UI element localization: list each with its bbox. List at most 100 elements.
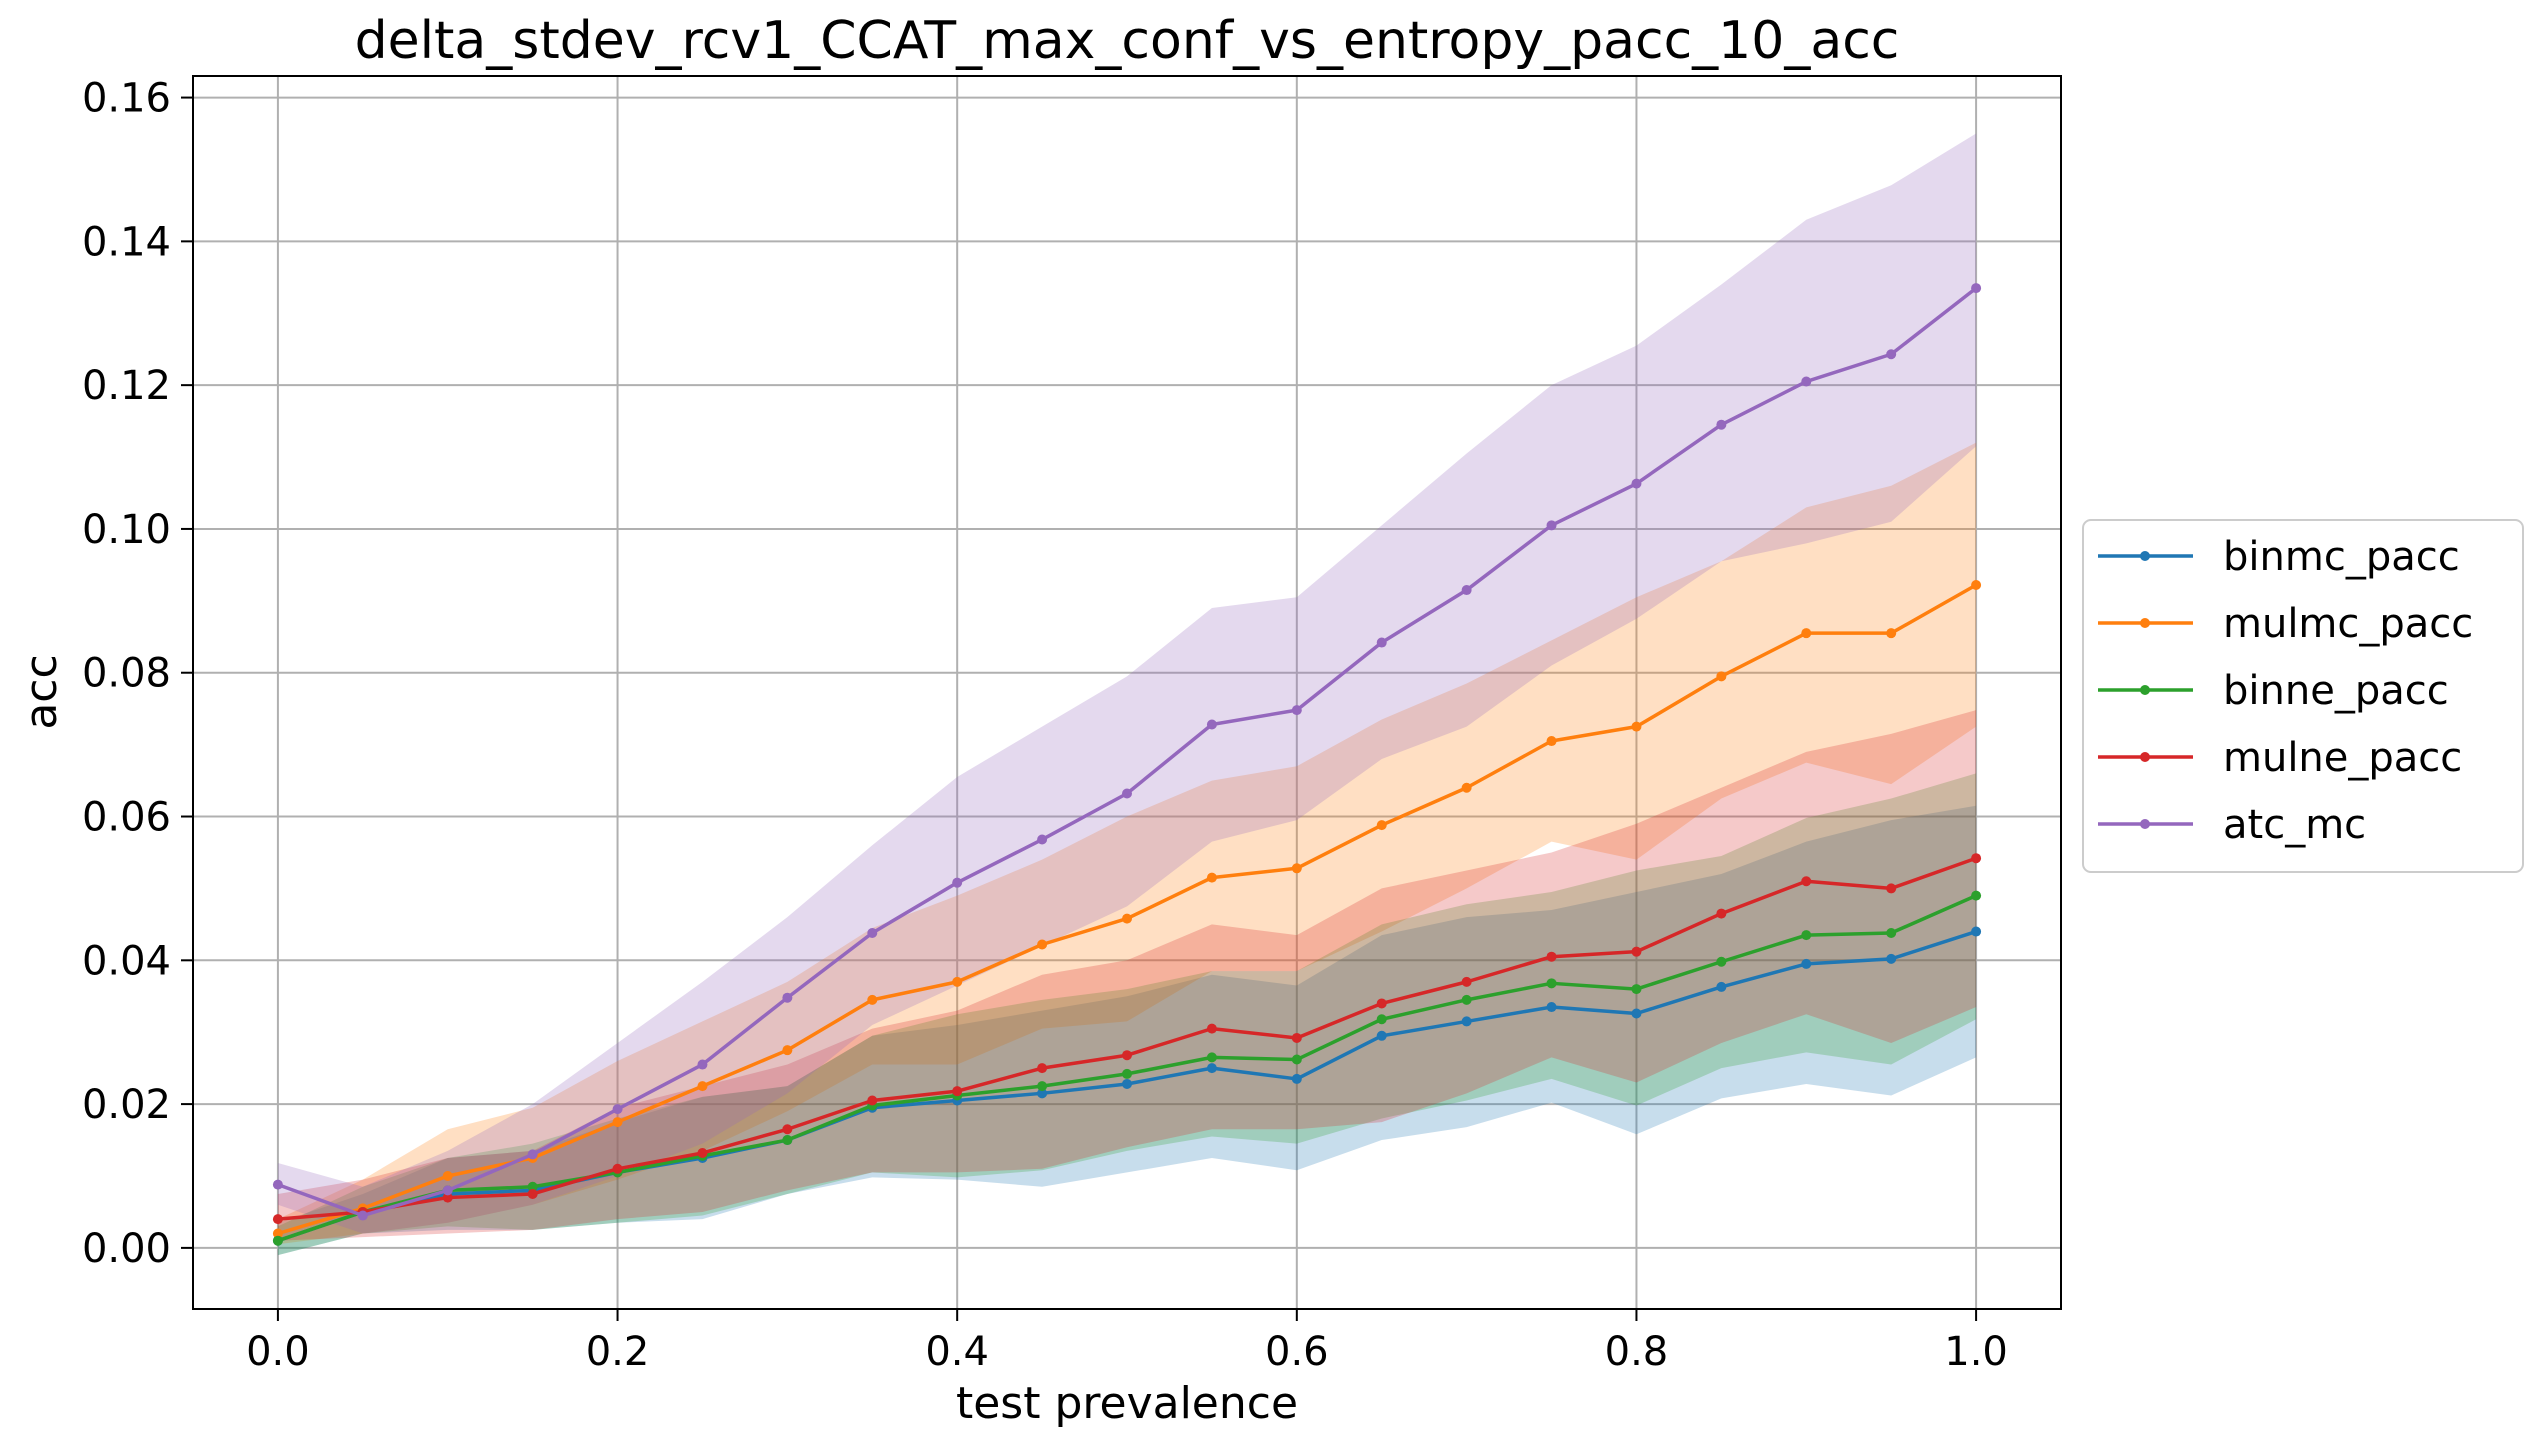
point-binne_pacc xyxy=(1376,1014,1387,1025)
point-mulmc_pacc xyxy=(1631,721,1642,732)
point-binmc_pacc xyxy=(1886,953,1897,964)
point-mulne_pacc xyxy=(442,1192,453,1203)
point-binne_pacc xyxy=(1206,1052,1217,1063)
point-mulne_pacc xyxy=(1122,1050,1132,1061)
point-mulmc_pacc xyxy=(697,1081,708,1092)
point-binne_pacc xyxy=(1886,927,1897,938)
point-mulne_pacc xyxy=(1886,883,1897,894)
point-atc_mc xyxy=(527,1149,538,1160)
point-mulmc_pacc xyxy=(1971,580,1982,591)
x-tick-label: 0.2 xyxy=(586,1329,650,1375)
legend-label-mulmc_pacc: mulmc_pacc xyxy=(2223,601,2473,647)
y-tick-label: 0.00 xyxy=(82,1226,171,1272)
point-atc_mc xyxy=(782,992,793,1003)
legend-label-mulne_pacc: mulne_pacc xyxy=(2223,735,2462,781)
x-tick-label: 1.0 xyxy=(1944,1329,2008,1375)
point-mulne_pacc xyxy=(697,1147,708,1158)
grid xyxy=(193,76,2061,1309)
point-binne_pacc xyxy=(782,1135,793,1146)
point-mulne_pacc xyxy=(1546,951,1557,962)
band-binmc_pacc xyxy=(277,805,1977,1256)
point-mulmc_pacc xyxy=(1291,863,1302,874)
point-mulne_pacc xyxy=(612,1163,623,1174)
point-mulne_pacc xyxy=(1801,876,1812,887)
point-atc_mc xyxy=(357,1210,368,1221)
y-tick-label: 0.10 xyxy=(82,507,171,553)
point-binne_pacc xyxy=(1122,1068,1132,1079)
point-atc_mc xyxy=(1801,376,1812,387)
point-mulmc_pacc xyxy=(1037,939,1048,950)
point-atc_mc xyxy=(1716,419,1727,430)
point-binne_pacc xyxy=(1461,994,1472,1005)
legend-marker-mulne_pacc xyxy=(2140,752,2150,762)
point-mulmc_pacc xyxy=(782,1045,793,1056)
x-tick-label: 0.4 xyxy=(925,1329,989,1375)
point-mulmc_pacc xyxy=(1716,671,1727,682)
point-atc_mc xyxy=(612,1104,623,1115)
series-lines xyxy=(272,283,1982,1246)
point-mulne_pacc xyxy=(1291,1032,1302,1043)
point-binmc_pacc xyxy=(1461,1016,1472,1027)
point-atc_mc xyxy=(1291,705,1302,716)
point-mulne_pacc xyxy=(527,1188,538,1199)
legend: binmc_pacc mulmc_pacc binne_pacc mulne_pacc… xyxy=(2082,519,2524,873)
point-atc_mc xyxy=(1122,788,1132,799)
point-mulne_pacc xyxy=(1037,1063,1048,1074)
point-atc_mc xyxy=(697,1059,708,1070)
point-mulne_pacc xyxy=(1206,1023,1217,1034)
point-mulne_pacc xyxy=(1716,908,1727,919)
point-mulmc_pacc xyxy=(1886,628,1897,639)
point-binne_pacc xyxy=(1291,1054,1302,1065)
point-binmc_pacc xyxy=(1122,1078,1132,1089)
x-axis-label: test prevalence xyxy=(956,1378,1298,1429)
point-binmc_pacc xyxy=(1037,1088,1048,1099)
y-tick-label: 0.12 xyxy=(82,363,171,409)
point-binmc_pacc xyxy=(1376,1030,1387,1041)
x-tick-label: 0.0 xyxy=(246,1329,310,1375)
y-tick-label: 0.06 xyxy=(82,795,171,841)
point-binne_pacc xyxy=(1631,984,1642,995)
point-atc_mc xyxy=(272,1179,283,1190)
band-atc_mc xyxy=(277,133,1977,1234)
point-binne_pacc xyxy=(1037,1081,1048,1092)
point-atc_mc xyxy=(1546,520,1557,531)
point-mulmc_pacc xyxy=(867,994,878,1005)
point-binmc_pacc xyxy=(1546,1002,1557,1013)
point-mulmc_pacc xyxy=(1206,872,1217,883)
point-atc_mc xyxy=(442,1185,453,1196)
x-tick-label: 0.6 xyxy=(1265,1329,1329,1375)
chart-title: delta_stdev_rcv1_CCAT_max_conf_vs_entrop… xyxy=(355,11,1900,71)
point-binne_pacc xyxy=(1546,978,1557,989)
point-mulne_pacc xyxy=(1461,976,1472,987)
point-atc_mc xyxy=(1206,719,1217,730)
band-mulne_pacc xyxy=(277,710,1977,1241)
point-atc_mc xyxy=(1037,834,1048,845)
legend-label-binne_pacc: binne_pacc xyxy=(2223,668,2449,714)
band-mulmc_pacc xyxy=(277,442,1977,1245)
point-binmc_pacc xyxy=(1971,926,1982,937)
point-binmc_pacc xyxy=(1801,958,1812,969)
y-tick-label: 0.14 xyxy=(82,219,171,265)
point-atc_mc xyxy=(952,877,963,888)
point-mulmc_pacc xyxy=(612,1117,623,1128)
point-mulmc_pacc xyxy=(1461,782,1472,793)
axis-ticks: 0.0 0.2 0.4 0.6 0.8 1.0 0.00 0.02 0.04 0.06 0.08 0.… xyxy=(82,76,2008,1375)
legend-marker-mulmc_pacc xyxy=(2140,618,2150,628)
point-mulne_pacc xyxy=(1376,998,1387,1009)
confidence-bands xyxy=(277,133,1977,1256)
point-binne_pacc xyxy=(1716,956,1727,967)
legend-label-binmc_pacc: binmc_pacc xyxy=(2223,534,2460,580)
point-binmc_pacc xyxy=(1206,1063,1217,1074)
point-binmc_pacc xyxy=(1631,1008,1642,1019)
y-tick-label: 0.16 xyxy=(82,76,171,122)
point-mulne_pacc xyxy=(782,1124,793,1135)
y-tick-label: 0.08 xyxy=(82,651,171,697)
point-atc_mc xyxy=(1631,478,1642,489)
y-axis-label: acc xyxy=(16,654,67,729)
y-tick-label: 0.04 xyxy=(82,938,171,984)
point-binne_pacc xyxy=(527,1181,538,1192)
point-mulmc_pacc xyxy=(1801,628,1812,639)
point-mulmc_pacc xyxy=(1122,913,1132,924)
point-mulne_pacc xyxy=(272,1214,283,1225)
x-tick-label: 0.8 xyxy=(1605,1329,1669,1375)
